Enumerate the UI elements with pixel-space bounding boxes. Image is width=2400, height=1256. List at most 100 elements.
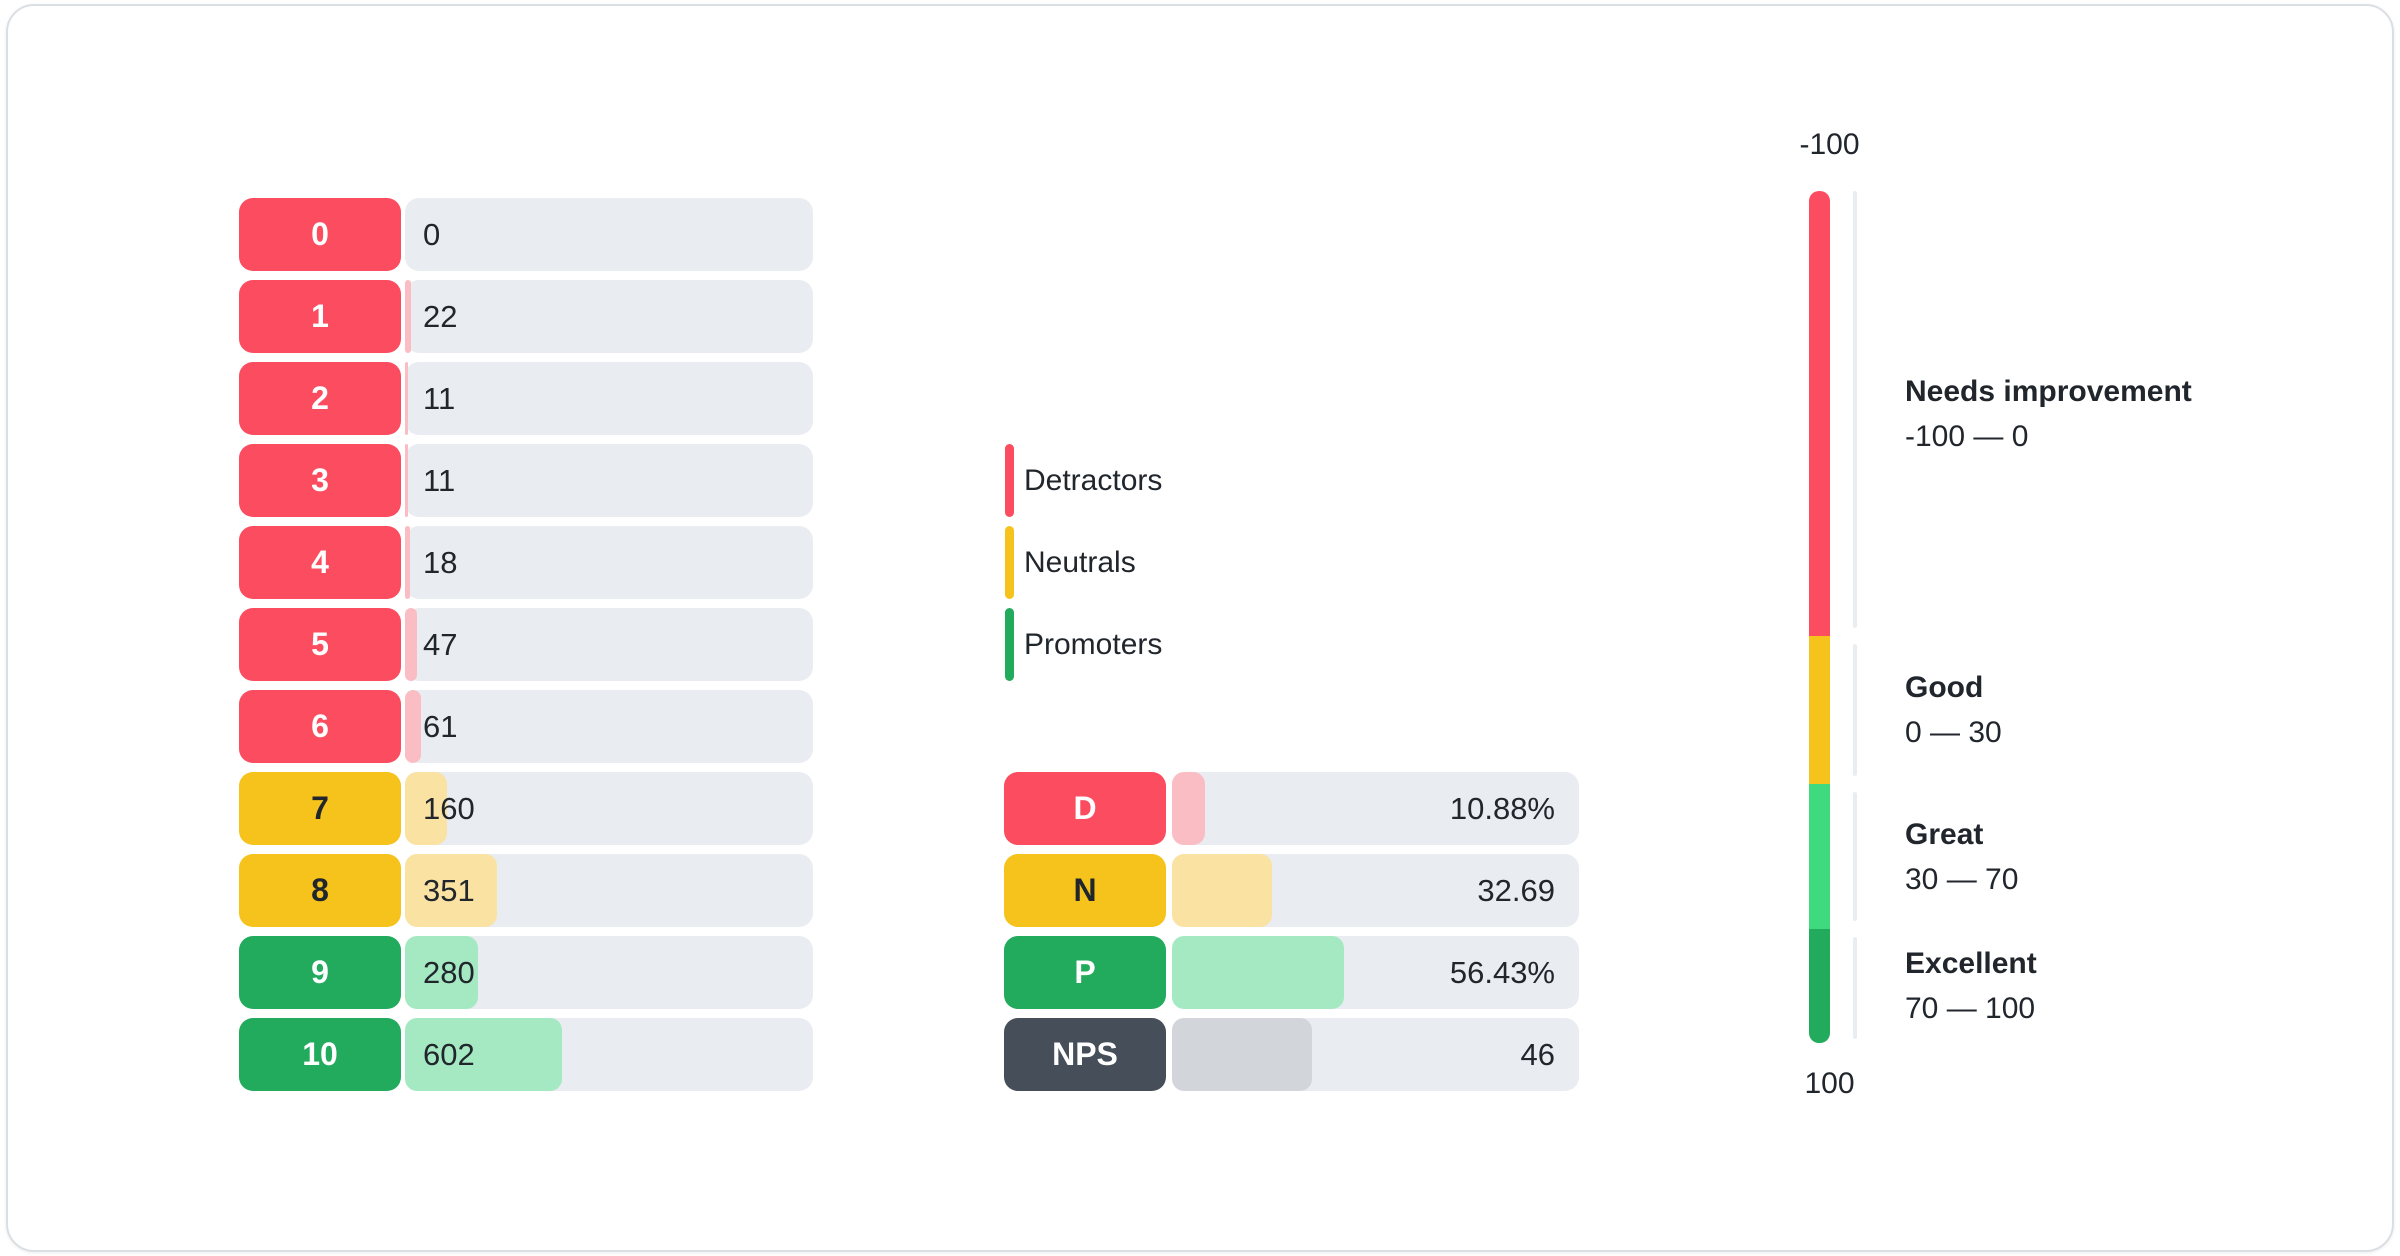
- gauge-bottom-label: 100: [1804, 1067, 1855, 1100]
- gauge-zone-range: 70 — 100: [1905, 992, 2036, 1025]
- summary-track: [1172, 854, 1579, 927]
- gauge-zone-title: Great: [1905, 817, 1984, 851]
- score-badge: 3: [239, 444, 401, 517]
- score-track: [405, 690, 813, 763]
- summary-row-p: P 56.43%: [1004, 936, 1586, 1009]
- summary-panel: D 10.88% N 32.69 P 56.43% NPS 46: [1004, 772, 1586, 1091]
- score-fill: [405, 690, 421, 763]
- score-row: 8 351: [239, 854, 821, 927]
- score-value: 11: [423, 463, 456, 498]
- score-fill: [405, 444, 408, 517]
- gauge-zone-label: Excellent 70 — 100: [1905, 941, 2385, 1031]
- score-value: 602: [423, 1037, 475, 1072]
- score-badge: 6: [239, 690, 401, 763]
- gauge-zone-label: Great 30 — 70: [1905, 812, 2385, 902]
- summary-track: [1172, 1018, 1579, 1091]
- score-badge: 9: [239, 936, 401, 1009]
- score-fill: [405, 936, 479, 1009]
- score-fill: [405, 1018, 563, 1091]
- score-distribution-chart: 0 0 1 22 2 11 3 11 4 18 5 47 6 61 7 160 8 351 9 280 10 602: [239, 198, 821, 1093]
- legend-swatch-icon: [1005, 608, 1014, 681]
- legend-item-promoter: Promoters: [1005, 608, 1405, 681]
- legend-swatch-icon: [1005, 444, 1014, 517]
- legend-label: Promoters: [1024, 628, 1163, 661]
- score-fill: [405, 362, 408, 435]
- score-fill: [405, 280, 411, 353]
- gauge-segment-needs-improvement: [1809, 191, 1830, 636]
- score-value: 160: [423, 791, 475, 826]
- legend: Detractors Neutrals Promoters: [1005, 444, 1405, 681]
- legend-swatch-icon: [1005, 526, 1014, 599]
- score-value: 18: [423, 545, 458, 580]
- score-row: 3 11: [239, 444, 821, 517]
- gauge-axis-rule: [1853, 644, 1857, 776]
- score-value: 280: [423, 955, 475, 990]
- score-track: [405, 854, 813, 927]
- score-row: 6 61: [239, 690, 821, 763]
- score-value: 47: [423, 627, 458, 662]
- gauge-zone-title: Good: [1905, 671, 1984, 704]
- score-row: 10 602: [239, 1018, 821, 1091]
- legend-label: Neutrals: [1024, 546, 1136, 579]
- score-badge: 0: [239, 198, 401, 271]
- gauge-segment-good: [1809, 636, 1830, 784]
- score-fill: [405, 608, 418, 681]
- score-badge: 8: [239, 854, 401, 927]
- score-row: 4 18: [239, 526, 821, 599]
- summary-row-n: N 32.69: [1004, 854, 1586, 927]
- gauge-segment-great: [1809, 784, 1830, 929]
- summary-badge: D: [1004, 772, 1166, 845]
- gauge-zone-range: -100 — 0: [1905, 419, 2029, 453]
- gauge-zone-label: Good 0 — 30: [1905, 665, 2385, 755]
- legend-item-neutral: Neutrals: [1005, 526, 1405, 599]
- score-fill: [405, 526, 410, 599]
- score-badge: 2: [239, 362, 401, 435]
- score-row: 2 11: [239, 362, 821, 435]
- gauge-zone-title: Needs improvement: [1905, 374, 2192, 408]
- score-badge: 4: [239, 526, 401, 599]
- summary-badge: P: [1004, 936, 1166, 1009]
- legend-label: Detractors: [1024, 464, 1163, 497]
- summary-value: 10.88%: [1449, 791, 1555, 826]
- summary-row-nps: NPS 46: [1004, 1018, 1586, 1091]
- score-track: [405, 198, 813, 271]
- score-fill: [405, 772, 447, 845]
- score-track: [405, 608, 813, 681]
- score-row: 1 22: [239, 280, 821, 353]
- gauge-top-label: -100: [1799, 128, 1860, 161]
- summary-fill: [1172, 772, 1206, 845]
- gauge-zone-range: 0 — 30: [1905, 716, 2002, 749]
- summary-fill: [1172, 1018, 1313, 1091]
- summary-fill: [1172, 854, 1272, 927]
- score-badge: 10: [239, 1018, 401, 1091]
- report-card: 0 0 1 22 2 11 3 11 4 18 5 47 6 61 7 160 8 351 9 280 10 602 De…: [6, 4, 2394, 1252]
- gauge-segment-excellent: [1809, 929, 1830, 1043]
- score-track: [405, 772, 813, 845]
- summary-value: 46: [1520, 1037, 1555, 1072]
- score-row: 5 47: [239, 608, 821, 681]
- score-track: [405, 280, 813, 353]
- gauge-axis-rule: [1853, 191, 1857, 628]
- score-value: 351: [423, 873, 475, 908]
- gauge-axis-rule: [1853, 937, 1857, 1039]
- nps-gauge: -100 100 Needs improvement -100 — 0 Good 0 — …: [1739, 106, 2399, 1116]
- score-value: 61: [423, 709, 458, 744]
- gauge-zone-label: Needs improvement -100 — 0: [1905, 369, 2385, 459]
- score-track: [405, 444, 813, 517]
- summary-track: [1172, 936, 1579, 1009]
- score-row: 7 160: [239, 772, 821, 845]
- gauge-zone-range: 30 — 70: [1905, 862, 2019, 896]
- score-track: [405, 362, 813, 435]
- score-track: [405, 936, 813, 1009]
- summary-badge: NPS: [1004, 1018, 1166, 1091]
- score-fill: [405, 854, 497, 927]
- score-badge: 7: [239, 772, 401, 845]
- score-track: [405, 1018, 813, 1091]
- summary-badge: N: [1004, 854, 1166, 927]
- score-badge: 1: [239, 280, 401, 353]
- score-value: 0: [423, 217, 441, 252]
- gauge-zone-title: Excellent: [1905, 947, 2037, 980]
- legend-item-detractor: Detractors: [1005, 444, 1405, 517]
